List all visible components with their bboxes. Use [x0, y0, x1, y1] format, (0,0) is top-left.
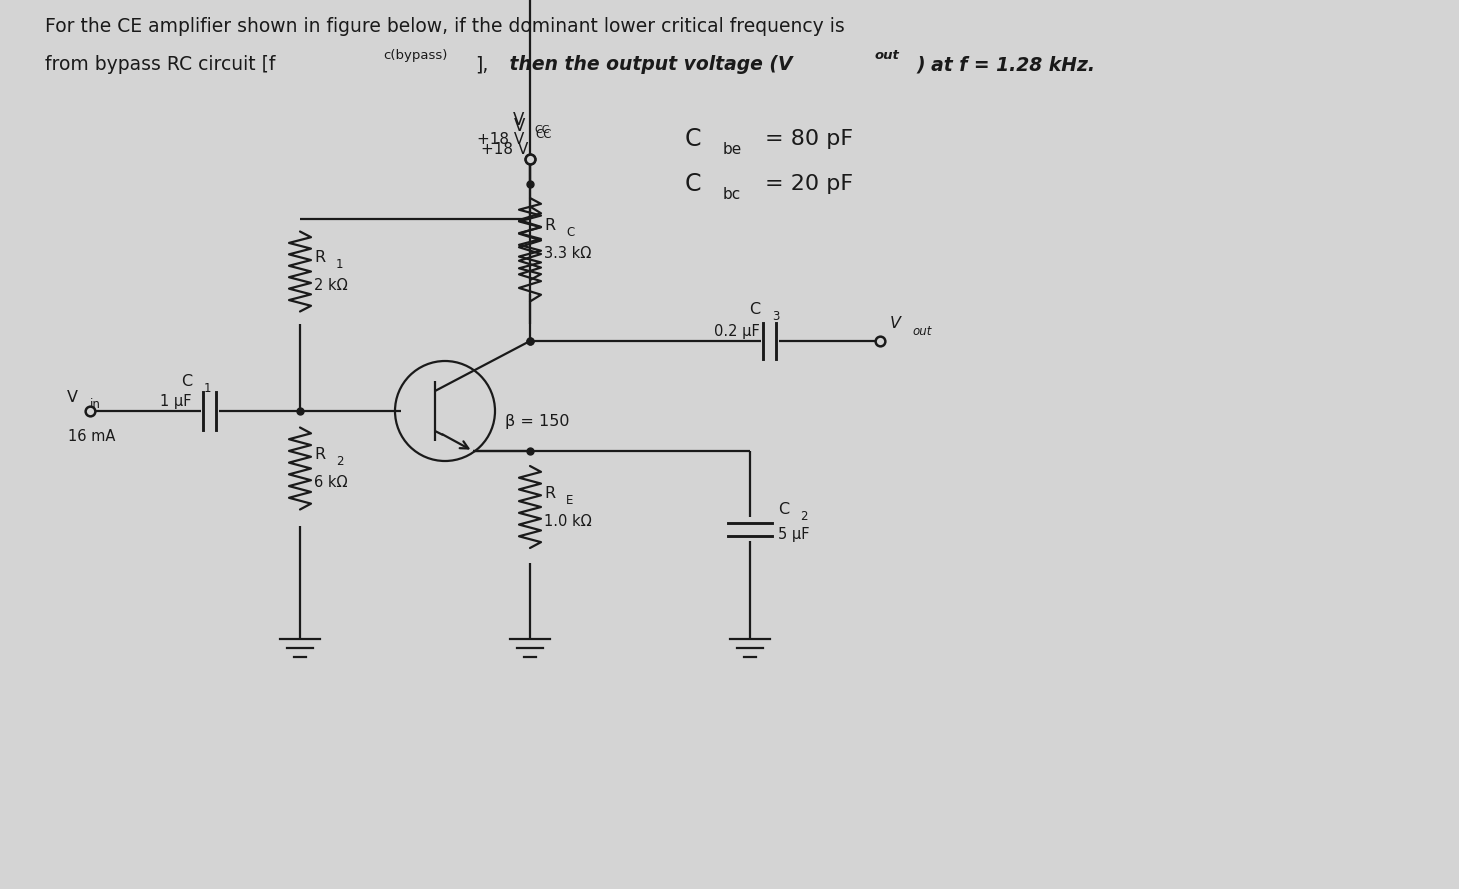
Text: C: C: [181, 373, 193, 388]
Text: from bypass RC circuit [f: from bypass RC circuit [f: [45, 55, 276, 74]
Text: ) at f = 1.28 kHz.: ) at f = 1.28 kHz.: [918, 55, 1096, 74]
Text: ],: ],: [476, 55, 489, 74]
Text: 3: 3: [772, 309, 779, 323]
Text: out: out: [875, 49, 900, 62]
Text: C: C: [566, 226, 575, 238]
Text: 16 mA: 16 mA: [69, 428, 115, 444]
Text: out: out: [912, 324, 931, 338]
Text: CC: CC: [534, 125, 550, 135]
Text: V: V: [67, 389, 77, 404]
Text: = 20 pF: = 20 pF: [765, 174, 854, 194]
Text: C: C: [684, 172, 702, 196]
Text: E: E: [566, 493, 573, 507]
Text: then the output voltage (V: then the output voltage (V: [503, 55, 792, 74]
Text: R: R: [544, 218, 554, 233]
Text: 2: 2: [336, 455, 343, 468]
Text: V: V: [514, 117, 525, 135]
Text: R: R: [314, 250, 325, 265]
Text: V: V: [890, 316, 902, 331]
Text: 1: 1: [204, 381, 212, 395]
Text: 6 kΩ: 6 kΩ: [314, 475, 347, 490]
Text: = 80 pF: = 80 pF: [765, 129, 854, 149]
Text: CC: CC: [535, 128, 552, 141]
Text: 1.0 kΩ: 1.0 kΩ: [544, 514, 592, 528]
Text: 1 μF: 1 μF: [160, 394, 193, 409]
Text: 2 kΩ: 2 kΩ: [314, 278, 347, 293]
Text: C: C: [684, 127, 702, 151]
Text: be: be: [724, 141, 743, 156]
Text: 2: 2: [800, 509, 807, 523]
Text: 1: 1: [336, 258, 343, 271]
Text: bc: bc: [724, 187, 741, 202]
Text: C: C: [748, 301, 760, 316]
Text: 0.2 μF: 0.2 μF: [715, 324, 760, 339]
Text: V: V: [512, 111, 524, 129]
Text: 3.3 kΩ: 3.3 kΩ: [544, 245, 591, 260]
Text: R: R: [314, 447, 325, 462]
Text: in: in: [90, 397, 101, 411]
Text: +18 V: +18 V: [481, 142, 528, 157]
Text: β = 150: β = 150: [505, 413, 569, 428]
Text: R: R: [544, 485, 554, 501]
Text: For the CE amplifier shown in figure below, if the dominant lower critical frequ: For the CE amplifier shown in figure bel…: [45, 17, 845, 36]
Text: 5 μF: 5 μF: [778, 526, 810, 541]
Text: C: C: [778, 501, 789, 517]
Text: c(bypass): c(bypass): [384, 49, 448, 62]
Text: +18 V: +18 V: [477, 132, 524, 147]
